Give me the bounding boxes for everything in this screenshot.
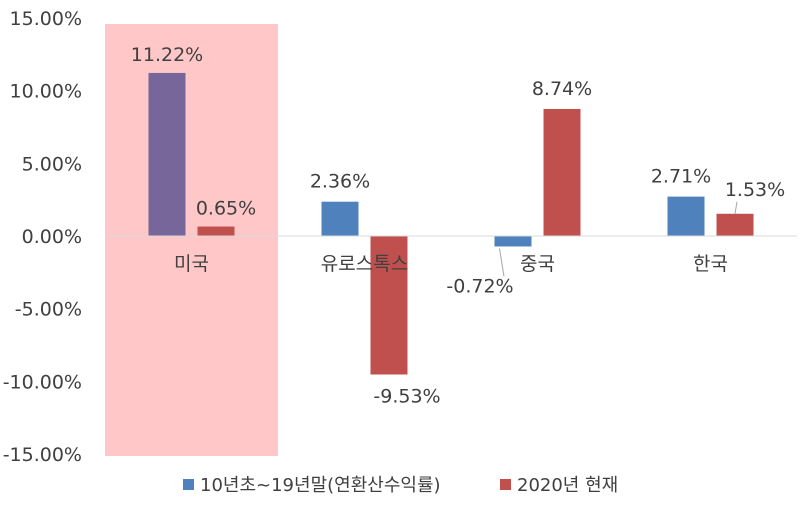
y-tick-label: -10.00% [3,371,82,393]
data-label: 2.71% [651,166,711,188]
bar-period-2 [494,236,532,247]
data-label: -0.72% [446,275,513,297]
bar-current-1 [370,236,408,375]
bar-current-2 [543,108,581,236]
data-label: 0.65% [196,198,256,220]
y-tick-label: 10.00% [10,81,82,103]
category-label: 미국 [174,253,209,275]
category-label: 한국 [693,253,728,275]
legend-label: 2020년 현재 [517,475,618,496]
data-label: 8.74% [532,78,592,100]
y-tick-label: -5.00% [15,299,82,321]
data-label: 2.36% [310,171,370,193]
data-label: -9.53% [373,386,440,408]
legend-swatch [500,479,511,490]
leader-line [734,201,738,214]
bar-period-3 [667,196,705,236]
category-label: 유로스톡스 [321,253,408,275]
legend-label: 10년초~19년말(연환산수익률) [200,475,441,496]
y-tick-label: 15.00% [10,8,82,30]
y-tick-label: 0.00% [22,226,82,248]
leader-line [499,248,505,277]
category-label: 중국 [520,253,555,275]
bar-period-0 [148,72,186,236]
bar-current-3 [716,213,754,236]
bar-period-1 [321,201,359,236]
data-label: 11.22% [131,44,203,66]
y-tick-label: 5.00% [22,153,82,175]
y-tick-label: -15.00% [3,444,82,466]
data-label: 1.53% [725,179,785,201]
legend-swatch [183,479,194,490]
bar-current-0 [197,226,235,236]
highlight-band [105,24,278,456]
